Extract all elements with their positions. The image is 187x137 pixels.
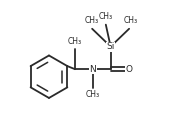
- Text: CH₃: CH₃: [123, 16, 137, 25]
- Text: N: N: [89, 65, 96, 74]
- Text: CH₃: CH₃: [86, 90, 100, 99]
- Text: CH₃: CH₃: [99, 12, 113, 21]
- Text: CH₃: CH₃: [67, 37, 81, 46]
- Text: O: O: [126, 65, 133, 74]
- Text: Si: Si: [106, 42, 115, 51]
- Text: CH₃: CH₃: [84, 16, 99, 25]
